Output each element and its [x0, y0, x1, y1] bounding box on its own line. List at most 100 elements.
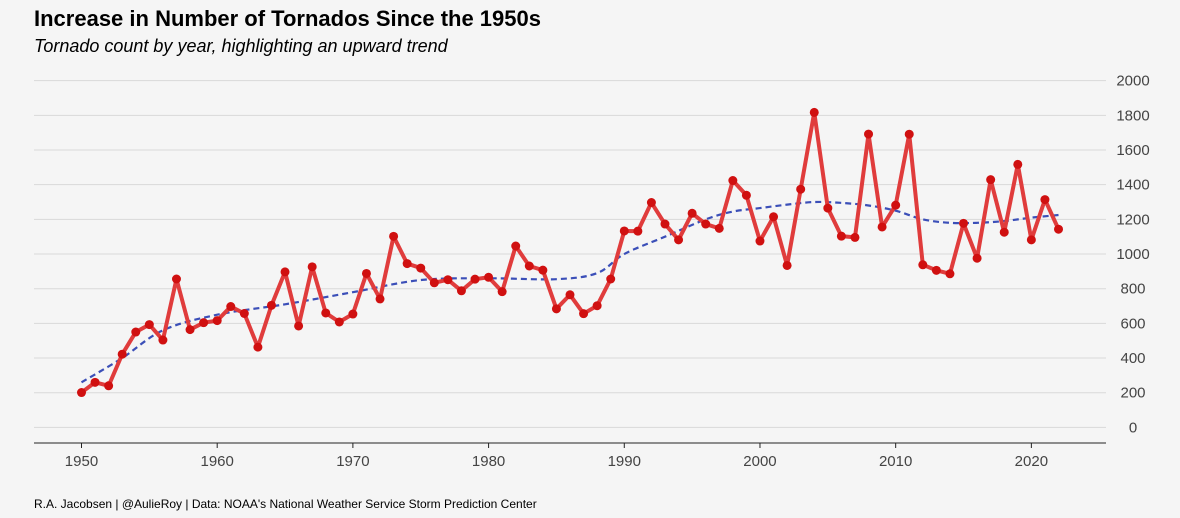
- data-point-2001: [769, 212, 779, 222]
- y-tick-label-1200: 1200: [1116, 211, 1149, 228]
- data-point-1990: [619, 226, 629, 236]
- trend-line-layer: [80, 200, 1059, 384]
- x-tick-label-1980: 1980: [472, 453, 505, 470]
- data-point-1966: [294, 321, 304, 331]
- y-tick-label-800: 800: [1120, 281, 1145, 298]
- data-point-2015: [959, 218, 969, 228]
- data-point-1960: [212, 316, 222, 326]
- data-point-1997: [714, 223, 724, 233]
- y-tick-label-1800: 1800: [1116, 107, 1149, 124]
- data-point-1979: [470, 274, 480, 284]
- data-point-2007: [850, 232, 860, 242]
- data-point-1994: [674, 235, 684, 245]
- data-point-1980: [484, 272, 494, 282]
- source-caption: R.A. Jacobsen | @AulieRoy | Data: NOAA's…: [34, 497, 537, 511]
- data-point-1988: [592, 301, 602, 311]
- y-tick-label-0: 0: [1129, 419, 1137, 436]
- data-point-2002: [782, 260, 792, 270]
- x-tick-label-1970: 1970: [336, 453, 369, 470]
- data-points-layer: [76, 107, 1064, 398]
- data-point-2000: [755, 236, 765, 246]
- data-point-1955: [144, 320, 154, 330]
- data-point-1989: [606, 274, 616, 284]
- y-tick-label-1600: 1600: [1116, 142, 1149, 159]
- data-point-2008: [864, 129, 874, 139]
- data-point-1999: [741, 190, 751, 200]
- x-tick-label-2020: 2020: [1015, 453, 1048, 470]
- y-tick-label-200: 200: [1120, 385, 1145, 402]
- data-point-1952: [104, 381, 114, 391]
- data-point-1982: [511, 241, 521, 251]
- data-point-2005: [823, 203, 833, 213]
- data-point-1969: [334, 317, 344, 327]
- data-point-2006: [836, 231, 846, 241]
- x-tick-label-2010: 2010: [879, 453, 912, 470]
- data-point-1985: [551, 304, 561, 314]
- chart-subtitle: Tornado count by year, highlighting an u…: [34, 36, 448, 56]
- data-point-1986: [565, 290, 575, 300]
- y-tick-label-600: 600: [1120, 315, 1145, 332]
- data-point-1974: [402, 259, 412, 269]
- data-point-2011: [904, 129, 914, 139]
- data-point-2004: [809, 107, 819, 117]
- data-point-1975: [416, 263, 426, 273]
- y-tick-label-400: 400: [1120, 350, 1145, 367]
- data-point-1992: [646, 198, 656, 208]
- x-axis-tick-labels: 1950 1960 1970 1980 1990 2000 2010 2020: [65, 453, 1048, 470]
- x-tick-label-2000: 2000: [743, 453, 776, 470]
- data-point-2014: [945, 269, 955, 279]
- data-point-1958: [185, 325, 195, 335]
- data-point-1950: [76, 388, 86, 398]
- data-point-1959: [199, 318, 209, 328]
- data-point-2020: [1026, 235, 1036, 245]
- data-point-1981: [497, 287, 507, 297]
- data-point-1973: [389, 231, 399, 241]
- data-point-1964: [266, 300, 276, 310]
- data-point-2013: [931, 265, 941, 275]
- x-axis: [34, 442, 1106, 448]
- chart-title: Increase in Number of Tornados Since the…: [34, 6, 541, 31]
- y-tick-label-1400: 1400: [1116, 177, 1149, 194]
- data-point-2022: [1054, 224, 1064, 234]
- data-point-1984: [538, 265, 548, 275]
- data-point-1977: [443, 275, 453, 285]
- data-point-1963: [253, 342, 263, 352]
- data-point-1987: [579, 309, 589, 319]
- data-point-2009: [877, 222, 887, 232]
- series-line-layer: [80, 110, 1061, 395]
- data-point-2003: [796, 184, 806, 194]
- data-point-1983: [524, 261, 534, 271]
- x-tick-label-1950: 1950: [65, 453, 98, 470]
- trend-line: [80, 200, 1059, 384]
- data-point-1968: [321, 308, 331, 318]
- data-point-1970: [348, 309, 358, 319]
- data-point-1953: [117, 349, 127, 359]
- x-tick-label-1990: 1990: [608, 453, 641, 470]
- data-point-1991: [633, 226, 643, 236]
- data-point-2016: [972, 253, 982, 263]
- data-point-1995: [687, 208, 697, 218]
- gridlines: [34, 80, 1106, 428]
- data-point-1957: [171, 274, 181, 284]
- data-point-1978: [456, 286, 466, 296]
- data-point-1996: [701, 219, 711, 229]
- y-tick-label-1000: 1000: [1116, 246, 1149, 263]
- data-point-1993: [660, 219, 670, 229]
- data-point-1998: [728, 176, 738, 186]
- y-tick-label-2000: 2000: [1116, 73, 1149, 90]
- data-point-2012: [918, 260, 928, 270]
- data-point-1961: [226, 302, 236, 312]
- x-tick-label-1960: 1960: [201, 453, 234, 470]
- data-point-2019: [1013, 159, 1023, 169]
- data-point-2021: [1040, 195, 1050, 205]
- data-point-1962: [239, 308, 249, 318]
- y-axis-tick-labels: 0 200 400 600 800 1000 1200 1400 1600 1800 2000: [1116, 73, 1149, 437]
- data-point-2018: [999, 227, 1009, 237]
- data-point-1967: [307, 262, 317, 272]
- data-point-1951: [90, 377, 100, 387]
- data-point-2010: [891, 200, 901, 210]
- data-point-1965: [280, 267, 290, 277]
- data-point-1956: [158, 335, 168, 345]
- data-point-1972: [375, 294, 385, 304]
